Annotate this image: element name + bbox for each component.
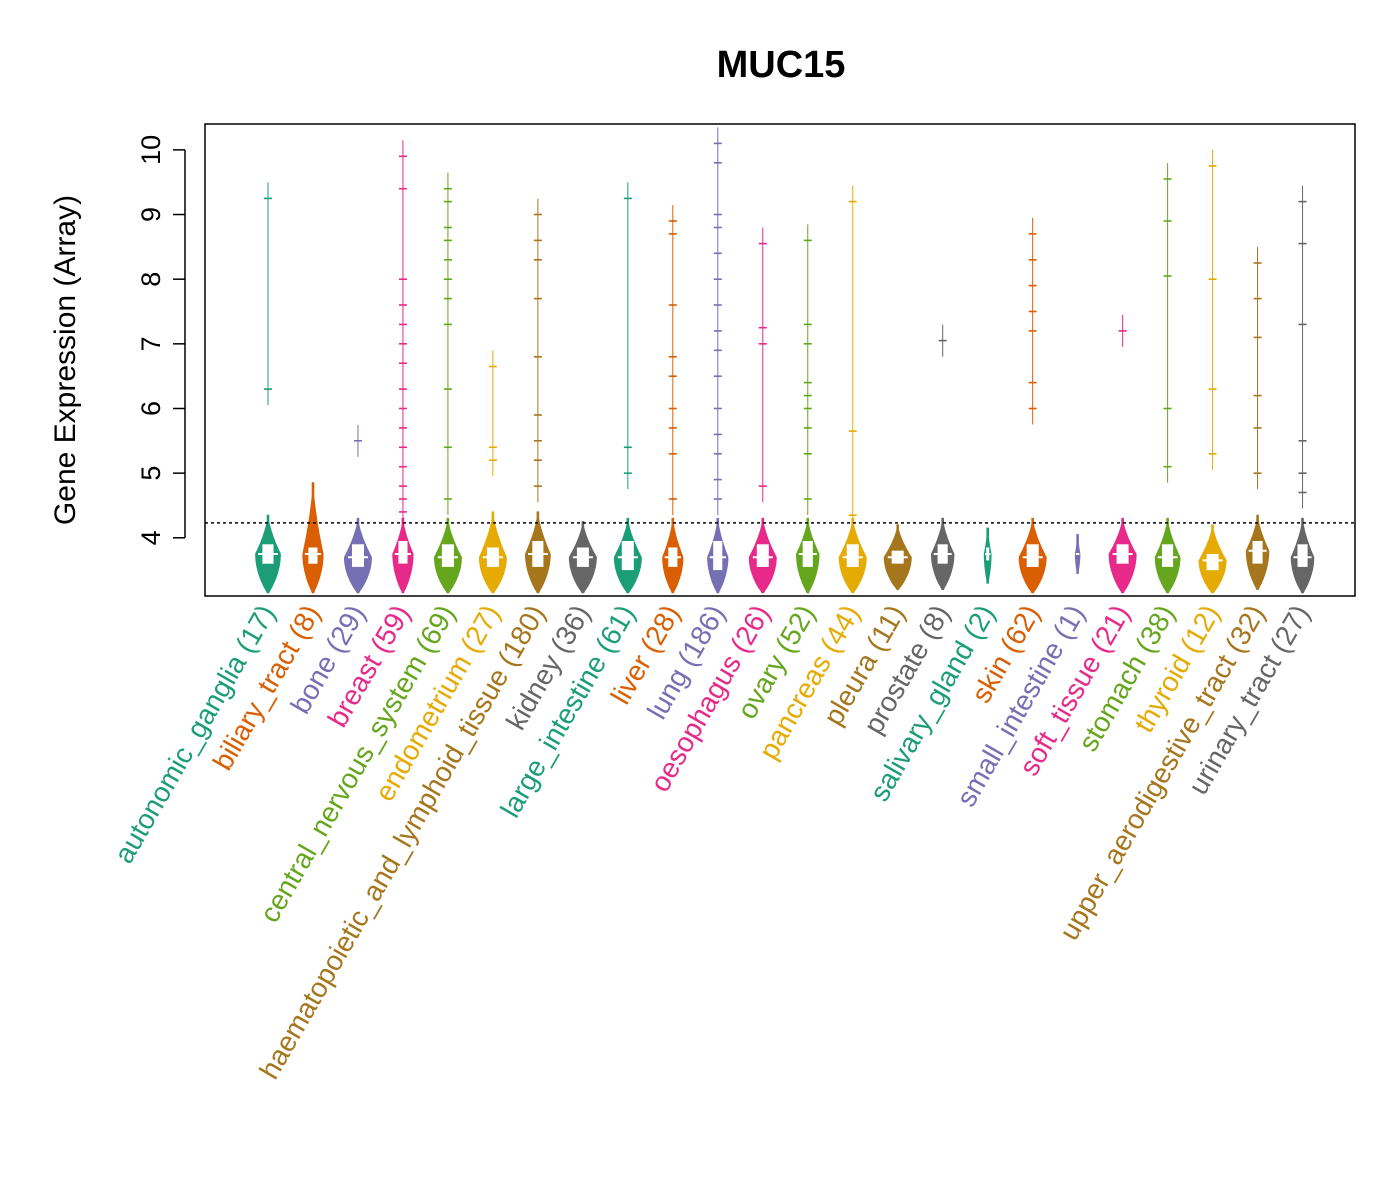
y-axis: 4 5 6 7 8 9 10 bbox=[136, 123, 1356, 597]
y-tick-label: 7 bbox=[136, 336, 166, 351]
iqr-box bbox=[756, 544, 769, 567]
x-axis-labels: autonomic_ganglia (17)biliary_tract (8)b… bbox=[108, 600, 1316, 1085]
violin-upper_aerodigestive_tract bbox=[1245, 247, 1270, 590]
violin-breast bbox=[392, 140, 414, 594]
violin-pancreas bbox=[838, 185, 867, 594]
y-tick-label: 6 bbox=[136, 401, 166, 416]
plot-frame bbox=[204, 123, 1356, 597]
chart-title: MUC15 bbox=[717, 44, 846, 86]
y-tick-label: 8 bbox=[136, 272, 166, 287]
violin-pleura bbox=[883, 524, 912, 590]
iqr-box bbox=[308, 547, 318, 564]
iqr-box bbox=[713, 541, 723, 571]
violin-large_intestine bbox=[613, 182, 642, 594]
y-tick-label: 4 bbox=[136, 530, 166, 545]
y-tick-label: 10 bbox=[136, 135, 166, 165]
violin-thyroid bbox=[1198, 150, 1227, 594]
violin-kidney bbox=[568, 521, 597, 594]
iqr-box bbox=[846, 544, 859, 567]
violin-central_nervous_system bbox=[433, 172, 462, 594]
violin-haematopoietic_and_lymphoid_tissue bbox=[524, 198, 551, 594]
violin-soft_tissue bbox=[1108, 314, 1137, 594]
iqr-box bbox=[621, 541, 634, 571]
y-axis-label: Gene Expression (Array) bbox=[49, 195, 82, 525]
iqr-box bbox=[1162, 544, 1174, 567]
violin-endometrium bbox=[478, 350, 507, 594]
violin-autonomic_ganglia bbox=[255, 182, 281, 594]
violin-ovary bbox=[795, 224, 820, 594]
violin-stomach bbox=[1154, 162, 1181, 594]
violin-bone bbox=[344, 424, 373, 594]
violin-skin bbox=[1018, 217, 1047, 594]
violin-urinary_tract bbox=[1290, 185, 1315, 594]
violin-body bbox=[302, 482, 324, 594]
iqr-box bbox=[1252, 541, 1263, 564]
iqr-box bbox=[1297, 544, 1308, 567]
violin-small_intestine bbox=[1074, 534, 1081, 574]
iqr-box bbox=[441, 544, 454, 567]
violin-lung bbox=[707, 127, 729, 594]
violin-oesophagus bbox=[748, 227, 777, 594]
iqr-box bbox=[352, 544, 364, 567]
violin-salivary_gland bbox=[983, 527, 992, 584]
plot-area bbox=[205, 127, 1355, 594]
iqr-box bbox=[398, 541, 408, 564]
violin-biliary_tract bbox=[302, 482, 324, 594]
y-tick-label: 5 bbox=[136, 466, 166, 481]
iqr-box bbox=[1026, 544, 1039, 567]
violin-prostate bbox=[931, 324, 955, 590]
iqr-box bbox=[1206, 554, 1219, 571]
violin-liver bbox=[662, 204, 684, 594]
y-tick-label: 9 bbox=[136, 207, 166, 222]
